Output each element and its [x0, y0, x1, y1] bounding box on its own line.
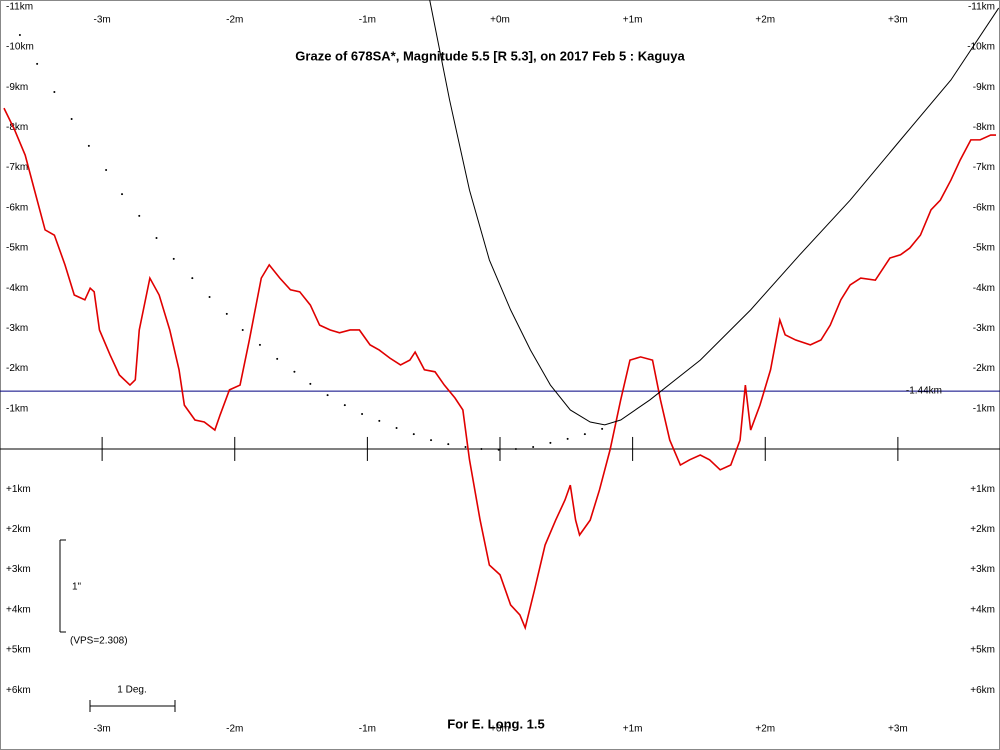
y-tick-label: -9km [6, 82, 28, 93]
dot [121, 193, 124, 196]
dot [241, 328, 244, 331]
degree-note: 1 Deg. [117, 685, 146, 696]
dot [566, 437, 569, 440]
dot [361, 412, 364, 415]
y-tick-label: -6km [973, 202, 995, 213]
x-tick-label: +0m [490, 15, 510, 26]
x-tick-label: -1m [359, 15, 376, 26]
x-tick-label: +2m [755, 724, 775, 735]
y-tick-label: -3km [6, 323, 28, 334]
y-tick-label: -6km [6, 202, 28, 213]
footer: For E. Long. 1.5 [447, 716, 545, 731]
dot [430, 439, 433, 442]
degree-scale-bar [89, 700, 176, 712]
profile-line [3, 107, 997, 631]
y-tick-label: -2km [973, 363, 995, 374]
dot [514, 447, 517, 450]
dot [447, 443, 450, 446]
vertical-scale-bar [59, 539, 66, 633]
y-tick-label: +6km [6, 685, 31, 696]
x-tick-label: -3m [94, 724, 111, 735]
dot [583, 433, 586, 436]
y-tick-label: -11km [6, 1, 33, 12]
dot [497, 448, 500, 451]
x-tick-label: +0m [490, 724, 510, 735]
scale-note: 1" [72, 582, 82, 593]
dot [412, 433, 415, 436]
y-tick-label: -1km [6, 403, 28, 414]
dot [293, 370, 296, 373]
y-tick-label: -10km [967, 42, 995, 53]
dot [326, 394, 329, 397]
dot [343, 404, 346, 407]
x-tick-label: +3m [888, 15, 908, 26]
y-tick-label: +4km [6, 604, 31, 615]
y-tick-label: -9km [973, 82, 995, 93]
dot [549, 441, 552, 444]
y-tick-label: -7km [973, 162, 995, 173]
y-tick-label: -8km [6, 122, 28, 133]
y-tick-label: +5km [6, 645, 31, 656]
y-tick-label: +1km [970, 484, 995, 495]
y-tick-label: +4km [970, 604, 995, 615]
y-tick-label: +2km [970, 524, 995, 535]
dot [53, 91, 56, 94]
dot [18, 33, 21, 36]
y-tick-label: -11km [968, 1, 995, 12]
x-tick-label: +1m [623, 724, 643, 735]
y-tick-label: +6km [970, 685, 995, 696]
y-tick-label: -2km [6, 363, 28, 374]
dot [276, 357, 279, 360]
x-tick-label: -2m [226, 724, 243, 735]
dot [532, 445, 535, 448]
dot [105, 169, 108, 172]
vps-note: (VPS=2.308) [70, 636, 128, 647]
dot [70, 117, 73, 120]
y-tick-label: +2km [6, 524, 31, 535]
y-tick-label: -3km [973, 323, 995, 334]
chart-title: Graze of 678SA*, Magnitude 5.5 [R 5.3], … [295, 48, 685, 63]
dot [395, 427, 398, 430]
dot [36, 62, 39, 65]
dot [464, 445, 467, 448]
dot [309, 382, 312, 385]
dot [601, 427, 604, 430]
dot [191, 277, 194, 280]
y-tick-label: +3km [970, 564, 995, 575]
dot [87, 144, 90, 147]
limit-label: -1.44km [906, 386, 942, 397]
dot [225, 312, 228, 315]
y-tick-label: +3km [6, 564, 31, 575]
y-tick-label: -1km [973, 403, 995, 414]
x-tick-label: +3m [888, 724, 908, 735]
dot [258, 343, 261, 346]
dot [155, 236, 158, 239]
x-tick-label: -2m [226, 15, 243, 26]
dot [172, 257, 175, 260]
x-tick-label: -1m [359, 724, 376, 735]
profile-line [429, 0, 1000, 426]
dot [378, 419, 381, 422]
y-tick-label: +1km [6, 484, 31, 495]
x-tick-label: -3m [94, 15, 111, 26]
y-tick-label: -8km [973, 122, 995, 133]
y-tick-label: +5km [970, 645, 995, 656]
y-tick-label: -7km [6, 162, 28, 173]
y-tick-label: -4km [6, 283, 28, 294]
dot [480, 447, 483, 450]
y-tick-label: -5km [973, 243, 995, 254]
x-tick-label: +2m [755, 15, 775, 26]
dot [138, 214, 141, 217]
y-tick-label: -5km [6, 243, 28, 254]
dot [208, 296, 211, 299]
y-tick-label: -4km [973, 283, 995, 294]
x-tick-label: +1m [623, 15, 643, 26]
y-tick-label: -10km [6, 42, 34, 53]
